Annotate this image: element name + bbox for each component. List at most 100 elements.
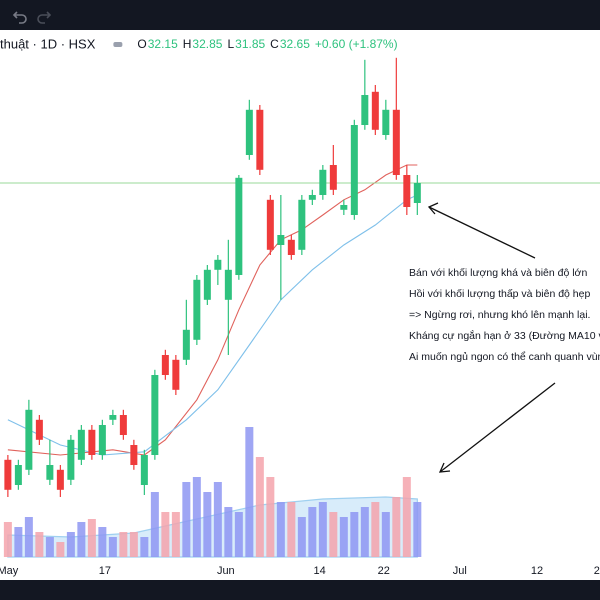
moving-average-line: [7, 194, 418, 456]
volume-bar: [171, 512, 180, 557]
annotation: => Ngừng rơi, nhưng khó lên mạnh lại.: [409, 309, 590, 321]
ohlc-label: L: [227, 37, 234, 51]
volume-bar: [413, 502, 422, 557]
volume-bar: [87, 519, 96, 557]
annotation: Bán với khối lượng khá và biên độ lớn: [409, 267, 587, 279]
candle-body: [161, 355, 169, 375]
candle-body: [172, 359, 180, 390]
volume-bar: [276, 502, 285, 557]
volume-bar: [371, 502, 380, 557]
volume-bar: [350, 512, 359, 557]
volume-bar: [308, 507, 317, 557]
candle-body: [109, 415, 117, 420]
bottom-bar: [0, 580, 600, 600]
candle-body: [14, 465, 22, 485]
candle-body: [67, 439, 75, 480]
volume-bar: [45, 537, 54, 557]
volume-bar: [140, 537, 149, 557]
toolbar: [0, 0, 600, 30]
price-change: +0.60 (+1.87%): [315, 37, 398, 51]
candle-body: [35, 419, 43, 440]
volume-bar: [297, 517, 306, 557]
candle-body: [329, 165, 337, 190]
candle-body: [298, 199, 306, 250]
volume-bar: [119, 532, 128, 557]
volume-bar: [150, 492, 159, 557]
arrows: [427, 202, 556, 473]
ohlc-label: O: [137, 37, 146, 51]
ohlc-label: H: [183, 37, 192, 51]
volume-bar: [98, 527, 107, 557]
candle-body: [130, 445, 138, 465]
candle-body: [235, 177, 243, 275]
x-tick-label: 12: [531, 565, 543, 577]
annotation: Kháng cự ngắn hạn ở 33 (Đường MA10 và: [409, 329, 600, 342]
volume-bar: [56, 542, 65, 557]
candle-body: [308, 195, 316, 200]
volume-bar: [234, 512, 243, 557]
volume-bar: [287, 502, 296, 557]
volume-bar: [339, 517, 348, 557]
x-tick-label: Jun: [217, 565, 235, 577]
volume-bar: [129, 532, 138, 557]
candle-body: [214, 259, 222, 270]
volume-bar: [192, 477, 201, 557]
candle-body: [203, 269, 211, 300]
volume-bar: [255, 457, 264, 557]
candle-body: [277, 235, 285, 245]
ohlc-value: 32.65: [280, 37, 310, 51]
candle-body: [350, 125, 358, 215]
candle-body: [392, 109, 400, 175]
ohlc-value: 31.85: [235, 37, 265, 51]
volume-bar: [329, 512, 338, 557]
candle-body: [25, 409, 33, 470]
volume-bar: [77, 522, 86, 557]
annotation: Hồi với khối lượng thấp và biên độ hẹp: [409, 288, 590, 300]
volume-bar: [35, 532, 44, 557]
candle-body: [46, 465, 54, 480]
candle-body: [382, 109, 390, 135]
volume-bar: [182, 482, 191, 557]
candle-body: [4, 459, 12, 490]
candle-body: [140, 455, 148, 485]
symbol-title: thuật · 1D · HSX: [0, 36, 96, 51]
ohlc-value: 32.15: [148, 37, 178, 51]
volume-bar: [66, 532, 75, 557]
candle-body: [151, 375, 159, 455]
candle-body: [182, 329, 190, 360]
volume-bar: [392, 497, 401, 557]
candle-body: [77, 429, 85, 460]
plot-area: May 17 Jun 14 22 Jul 12 2 Bán với khối lượng khá…: [0, 57, 600, 577]
candle-body: [319, 169, 327, 195]
x-tick-label: 2: [594, 565, 600, 577]
candle-body: [256, 109, 264, 170]
candle-body: [403, 175, 411, 207]
undo-button[interactable]: [12, 11, 27, 24]
volume-bar: [14, 527, 23, 557]
candle-body: [119, 415, 127, 435]
candle-body: [98, 425, 106, 455]
candle-body: [287, 239, 295, 255]
volume-bar: [108, 537, 117, 557]
volume-bar: [213, 482, 222, 557]
volume-bar: [3, 522, 12, 557]
ohlc-value: 32.85: [192, 37, 222, 51]
volume-bar: [402, 477, 411, 557]
redo-button[interactable]: [37, 11, 52, 24]
volume-bar: [318, 502, 327, 557]
candle-body: [56, 469, 64, 490]
annotation: Ai muốn ngủ ngon có thể canh quanh vùn: [409, 351, 600, 363]
candle-body: [361, 95, 369, 125]
candle-body: [340, 205, 348, 210]
candle-body: [224, 269, 232, 300]
volume-bar: [360, 507, 369, 557]
volume-bar: [266, 477, 275, 557]
candle-body: [266, 199, 274, 250]
candle-body: [88, 429, 96, 455]
candle-body: [413, 183, 421, 203]
x-tick-label: Jul: [453, 565, 467, 577]
symbol-icon: [113, 42, 123, 47]
volume-bar: [381, 512, 390, 557]
volume-bar: [224, 507, 233, 557]
